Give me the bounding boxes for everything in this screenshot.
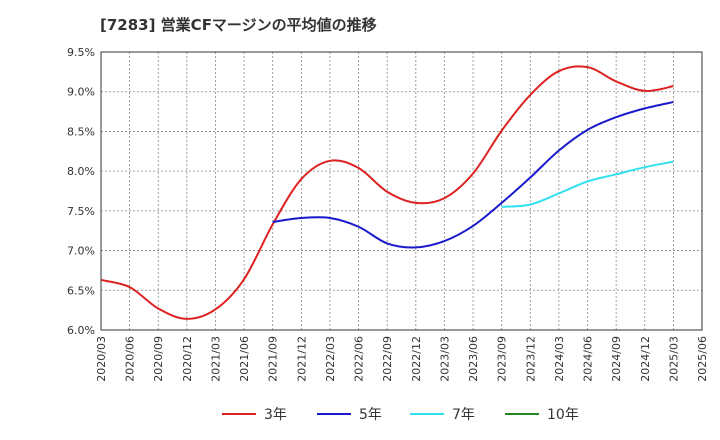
x-tick-label: 2020/03 xyxy=(95,336,108,382)
x-tick-label: 2021/03 xyxy=(209,336,222,382)
plot-frame xyxy=(100,51,703,331)
x-tick-label: 2022/03 xyxy=(324,336,337,382)
legend-label: 3年 xyxy=(264,407,287,423)
y-tick-label: 7.5% xyxy=(67,205,95,218)
x-axis-ticks: 2020/03 2020/06 2020/09 2020/12 2021/03 2021/… xyxy=(95,336,709,382)
x-tick-label: 2025/06 xyxy=(696,336,709,382)
legend-item-2: 7年 xyxy=(410,407,475,423)
x-tick-label: 2022/09 xyxy=(381,336,394,382)
y-tick-label: 6.0% xyxy=(67,324,95,337)
legend-item-1: 5年 xyxy=(317,407,382,423)
y-tick-label: 8.5% xyxy=(67,125,95,138)
legend-label: 7年 xyxy=(452,407,475,423)
series-line-2 xyxy=(501,160,674,208)
x-tick-label: 2024/06 xyxy=(582,336,595,382)
y-tick-label: 7.0% xyxy=(67,245,95,258)
x-tick-label: 2021/09 xyxy=(267,336,280,382)
legend-label: 5年 xyxy=(359,407,382,423)
legend-label: 10年 xyxy=(547,407,579,423)
legend-item-3: 10年 xyxy=(505,407,579,423)
x-tick-label: 2022/12 xyxy=(410,336,423,382)
x-tick-label: 2021/06 xyxy=(238,336,251,382)
y-tick-label: 9.0% xyxy=(67,86,95,99)
x-tick-label: 2020/09 xyxy=(152,336,165,382)
x-tick-label: 2024/09 xyxy=(610,336,623,382)
x-tick-label: 2022/06 xyxy=(353,336,366,382)
y-axis-ticks: 6.0% 6.5% 7.0% 7.5% 8.0% 8.5% 9.0% 9.5% xyxy=(67,46,95,337)
y-tick-label: 9.5% xyxy=(67,46,95,59)
y-tick-label: 8.0% xyxy=(67,165,95,178)
series-line-1 xyxy=(272,101,674,249)
legend: 3年 5年 7年 10年 xyxy=(222,407,579,423)
x-tick-label: 2023/06 xyxy=(467,336,480,382)
x-tick-label: 2021/12 xyxy=(295,336,308,382)
series-lines xyxy=(100,65,674,320)
x-tick-label: 2020/06 xyxy=(124,336,137,382)
legend-item-0: 3年 xyxy=(222,407,287,423)
x-tick-label: 2023/09 xyxy=(496,336,509,382)
series-line-0 xyxy=(100,65,674,320)
grid xyxy=(100,51,703,331)
x-tick-label: 2020/12 xyxy=(181,336,194,382)
x-tick-label: 2024/03 xyxy=(553,336,566,382)
x-tick-label: 2023/12 xyxy=(524,336,537,382)
x-tick-label: 2025/03 xyxy=(667,336,680,382)
x-tick-label: 2023/03 xyxy=(438,336,451,382)
x-tick-label: 2024/12 xyxy=(639,336,652,382)
y-tick-label: 6.5% xyxy=(67,284,95,297)
chart-title: [7283] 営業CFマージンの平均値の推移 xyxy=(100,16,377,34)
